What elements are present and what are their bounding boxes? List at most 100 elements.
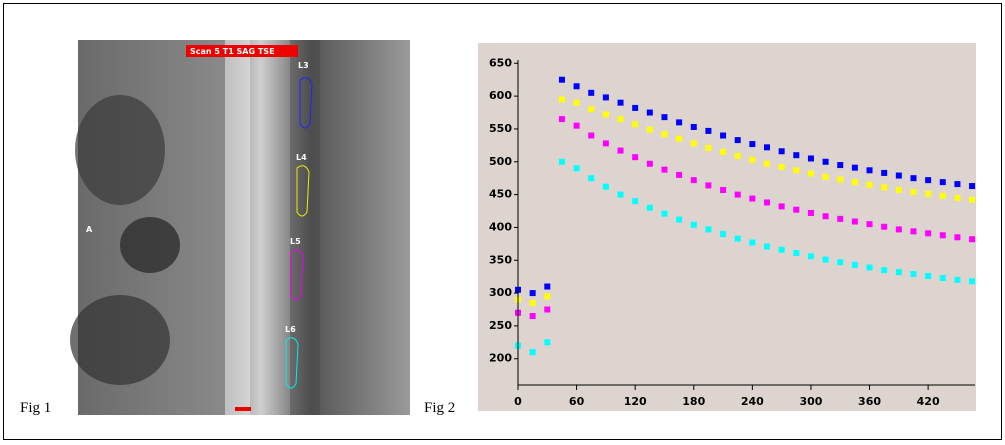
point	[632, 198, 638, 204]
point	[618, 116, 624, 122]
point	[837, 259, 843, 265]
point	[559, 159, 565, 165]
point	[910, 271, 916, 277]
y-tick-label: 200	[489, 352, 512, 365]
point	[837, 216, 843, 222]
point	[691, 222, 697, 228]
point	[603, 94, 609, 100]
roi-label: L5	[290, 237, 301, 246]
point	[940, 193, 946, 199]
point	[749, 141, 755, 147]
point	[735, 153, 741, 159]
point	[823, 213, 829, 219]
point	[925, 191, 931, 197]
point	[881, 184, 887, 190]
point	[705, 182, 711, 188]
point	[735, 192, 741, 198]
point	[530, 300, 536, 306]
roi-label: L4	[296, 153, 307, 162]
point	[720, 149, 726, 155]
point	[588, 106, 594, 112]
point	[618, 148, 624, 154]
point	[720, 133, 726, 139]
point	[603, 184, 609, 190]
point	[661, 131, 667, 137]
y-tick-label: 300	[489, 286, 512, 299]
point	[896, 187, 902, 193]
point	[574, 165, 580, 171]
point	[705, 145, 711, 151]
mri-image: Scan 5 T1 SAG TSE A L3 L4 L5 L6	[70, 40, 410, 415]
point	[852, 179, 858, 185]
roi-label: L6	[285, 325, 296, 334]
point	[940, 275, 946, 281]
point	[632, 154, 638, 160]
point	[530, 313, 536, 319]
x-tick-label: 120	[624, 395, 647, 408]
point	[823, 159, 829, 165]
point	[559, 116, 565, 122]
point	[793, 207, 799, 213]
point	[910, 228, 916, 234]
x-tick-label: 180	[682, 395, 705, 408]
point	[632, 105, 638, 111]
point	[837, 162, 843, 168]
point	[764, 199, 770, 205]
point	[823, 174, 829, 180]
figure-caption: Fig 2	[424, 400, 455, 416]
point	[852, 262, 858, 268]
point	[530, 290, 536, 296]
point	[954, 195, 960, 201]
point	[779, 247, 785, 253]
point	[808, 171, 814, 177]
point	[896, 269, 902, 275]
point	[574, 123, 580, 129]
x-tick-label: 240	[741, 395, 764, 408]
y-tick-label: 400	[489, 220, 512, 233]
point	[867, 167, 873, 173]
point	[779, 148, 785, 154]
point	[676, 172, 682, 178]
point	[896, 226, 902, 232]
point	[764, 144, 770, 150]
point	[969, 236, 975, 242]
point	[793, 167, 799, 173]
point	[661, 114, 667, 120]
point	[954, 277, 960, 283]
point	[940, 179, 946, 185]
point	[603, 111, 609, 117]
y-tick-label: 350	[489, 253, 512, 266]
point	[720, 231, 726, 237]
point	[969, 183, 975, 189]
point	[691, 177, 697, 183]
point	[661, 211, 667, 217]
point	[530, 349, 536, 355]
point	[559, 77, 565, 83]
point	[647, 127, 653, 133]
point	[925, 230, 931, 236]
point	[559, 96, 565, 102]
point	[588, 90, 594, 96]
point	[588, 133, 594, 139]
point	[544, 339, 550, 345]
point	[647, 205, 653, 211]
point	[632, 121, 638, 127]
point	[647, 110, 653, 116]
point	[544, 293, 550, 299]
point	[779, 164, 785, 170]
point	[881, 170, 887, 176]
point	[925, 177, 931, 183]
point	[881, 224, 887, 230]
point	[910, 189, 916, 195]
point	[808, 210, 814, 216]
point	[691, 124, 697, 130]
figure: Scan 5 T1 SAG TSE A L3 L4 L5 L6 Fig 1 Fi…	[0, 0, 1005, 445]
point	[764, 243, 770, 249]
point	[764, 161, 770, 167]
point	[779, 203, 785, 209]
point	[676, 136, 682, 142]
y-tick-label: 450	[489, 188, 512, 201]
point	[618, 100, 624, 106]
point	[720, 187, 726, 193]
point	[954, 181, 960, 187]
